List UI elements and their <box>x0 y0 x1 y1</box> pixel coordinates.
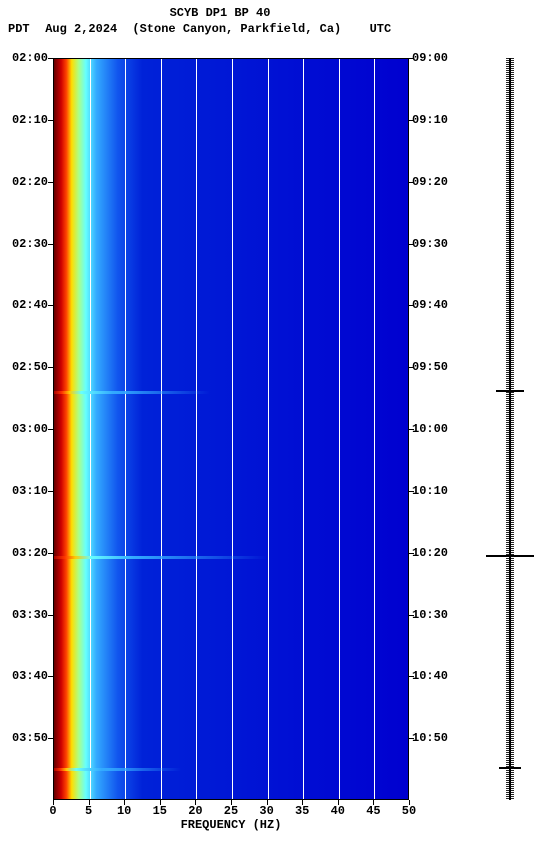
x-tick-label: 30 <box>255 804 279 818</box>
y-right-tick-label: 10:10 <box>412 484 452 498</box>
y-right-tick-label: 09:00 <box>412 51 452 65</box>
y-left-tick-label: 02:30 <box>8 237 48 251</box>
x-tick-label: 45 <box>361 804 385 818</box>
y-left-tick-label: 02:20 <box>8 175 48 189</box>
y-left-tick-label: 03:40 <box>8 669 48 683</box>
waveform-baseline <box>509 58 511 800</box>
tz-left-label: PDT <box>8 22 38 36</box>
x-tick-label: 40 <box>326 804 350 818</box>
x-tick-label: 10 <box>112 804 136 818</box>
y-left-tick-label: 03:20 <box>8 546 48 560</box>
tz-right-label: UTC <box>370 22 400 36</box>
y-right-tick-label: 09:50 <box>412 360 452 374</box>
x-tick-label: 0 <box>41 804 65 818</box>
y-left-tick-label: 02:50 <box>8 360 48 374</box>
x-tick-label: 50 <box>397 804 421 818</box>
y-left-tick-label: 02:10 <box>8 113 48 127</box>
x-tick-label: 5 <box>77 804 101 818</box>
y-right-tick-label: 09:40 <box>412 298 452 312</box>
date-label: Aug 2,2024 <box>45 22 125 36</box>
y-right-tick-label: 10:20 <box>412 546 452 560</box>
header: SCYB DP1 BP 40 PDT Aug 2,2024 (Stone Can… <box>0 6 552 36</box>
y-right-tick-label: 09:10 <box>412 113 452 127</box>
y-left-tick-label: 03:10 <box>8 484 48 498</box>
spectrogram-low-freq-band <box>54 59 408 799</box>
x-tick-label: 15 <box>148 804 172 818</box>
y-right-tick-label: 10:40 <box>412 669 452 683</box>
y-right-tick-label: 09:30 <box>412 237 452 251</box>
chart-subheader: PDT Aug 2,2024 (Stone Canyon, Parkfield,… <box>0 22 552 36</box>
y-right-tick-label: 10:50 <box>412 731 452 745</box>
y-left-tick-label: 03:50 <box>8 731 48 745</box>
x-tick-label: 35 <box>290 804 314 818</box>
y-left-tick-label: 02:40 <box>8 298 48 312</box>
y-left-tick-label: 02:00 <box>8 51 48 65</box>
y-left-tick-label: 03:00 <box>8 422 48 436</box>
y-right-tick-label: 10:30 <box>412 608 452 622</box>
y-right-tick-label: 10:00 <box>412 422 452 436</box>
spectrogram-plot <box>53 58 409 800</box>
x-axis-title: FREQUENCY (HZ) <box>53 818 409 832</box>
x-tick-label: 25 <box>219 804 243 818</box>
location-label: (Stone Canyon, Parkfield, Ca) <box>132 22 362 36</box>
x-tick-label: 20 <box>183 804 207 818</box>
y-right-tick-label: 09:20 <box>412 175 452 189</box>
waveform-panel <box>485 58 535 800</box>
y-left-tick-label: 03:30 <box>8 608 48 622</box>
chart-title: SCYB DP1 BP 40 <box>0 6 440 20</box>
